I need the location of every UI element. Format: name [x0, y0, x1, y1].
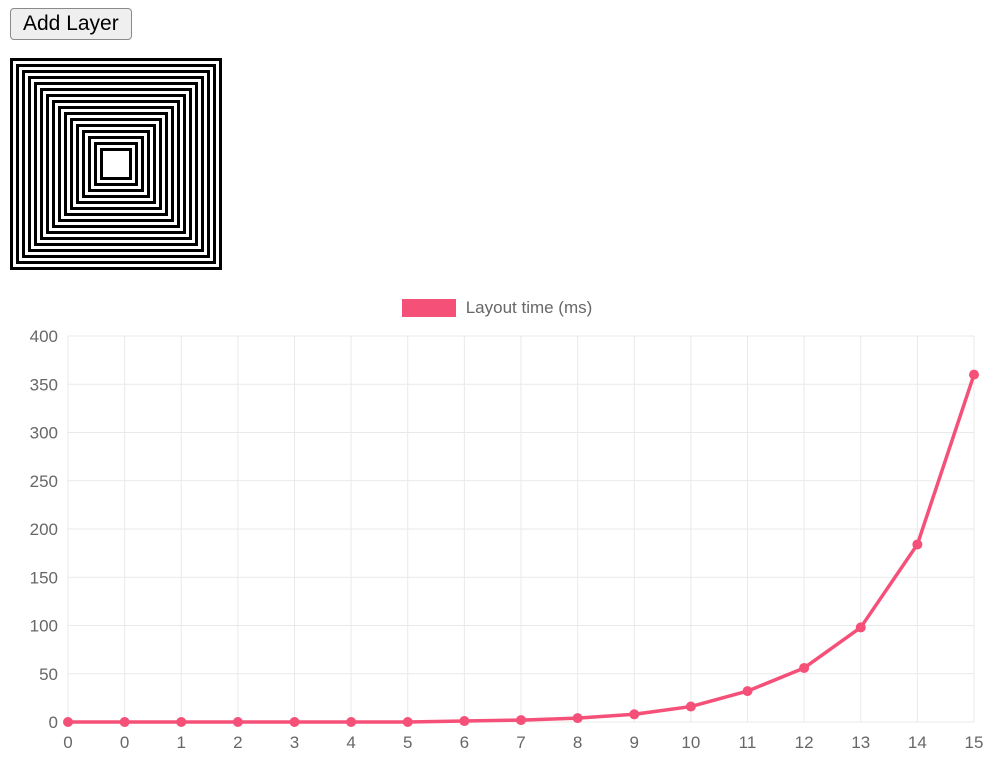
series-point: [120, 717, 130, 727]
x-tick-label: 1: [177, 733, 186, 752]
x-tick-label: 9: [630, 733, 639, 752]
y-tick-label: 250: [30, 472, 58, 491]
series-point: [516, 715, 526, 725]
x-tick-label: 6: [460, 733, 469, 752]
y-tick-label: 200: [30, 520, 58, 539]
series-point: [346, 717, 356, 727]
series-point: [743, 686, 753, 696]
x-tick-label: 5: [403, 733, 412, 752]
series-point: [459, 716, 469, 726]
x-tick-label: 12: [795, 733, 814, 752]
x-tick-label: 7: [516, 733, 525, 752]
add-layer-button[interactable]: Add Layer: [10, 8, 132, 40]
legend-label: Layout time (ms): [466, 298, 593, 318]
series-point: [799, 663, 809, 673]
series-point: [573, 713, 583, 723]
series-point: [686, 702, 696, 712]
y-tick-label: 400: [30, 327, 58, 346]
series-point: [290, 717, 300, 727]
y-tick-label: 0: [49, 713, 58, 732]
series-point: [856, 622, 866, 632]
y-tick-label: 50: [39, 665, 58, 684]
series-point: [63, 717, 73, 727]
series-point: [969, 370, 979, 380]
x-tick-label: 0: [63, 733, 72, 752]
y-tick-label: 350: [30, 375, 58, 394]
series-point: [176, 717, 186, 727]
series-point: [403, 717, 413, 727]
series-point: [912, 539, 922, 549]
x-tick-label: 13: [851, 733, 870, 752]
x-tick-label: 0: [120, 733, 129, 752]
nested-layer: [100, 148, 132, 180]
chart-legend: Layout time (ms): [10, 298, 984, 318]
x-tick-label: 3: [290, 733, 299, 752]
y-tick-label: 150: [30, 568, 58, 587]
nested-layers-preview: [10, 58, 222, 270]
series-point: [629, 709, 639, 719]
y-tick-label: 100: [30, 617, 58, 636]
layout-time-chart: Layout time (ms) 05010015020025030035040…: [10, 298, 984, 779]
x-tick-label: 2: [233, 733, 242, 752]
x-tick-label: 15: [965, 733, 984, 752]
series-point: [233, 717, 243, 727]
x-tick-label: 11: [739, 733, 757, 752]
chart-canvas: 0501001502002503003504000012345678910111…: [10, 324, 984, 774]
y-tick-label: 300: [30, 424, 58, 443]
x-tick-label: 14: [908, 733, 927, 752]
x-tick-label: 10: [681, 733, 700, 752]
x-tick-label: 8: [573, 733, 582, 752]
legend-swatch: [402, 299, 456, 317]
x-tick-label: 4: [346, 733, 355, 752]
